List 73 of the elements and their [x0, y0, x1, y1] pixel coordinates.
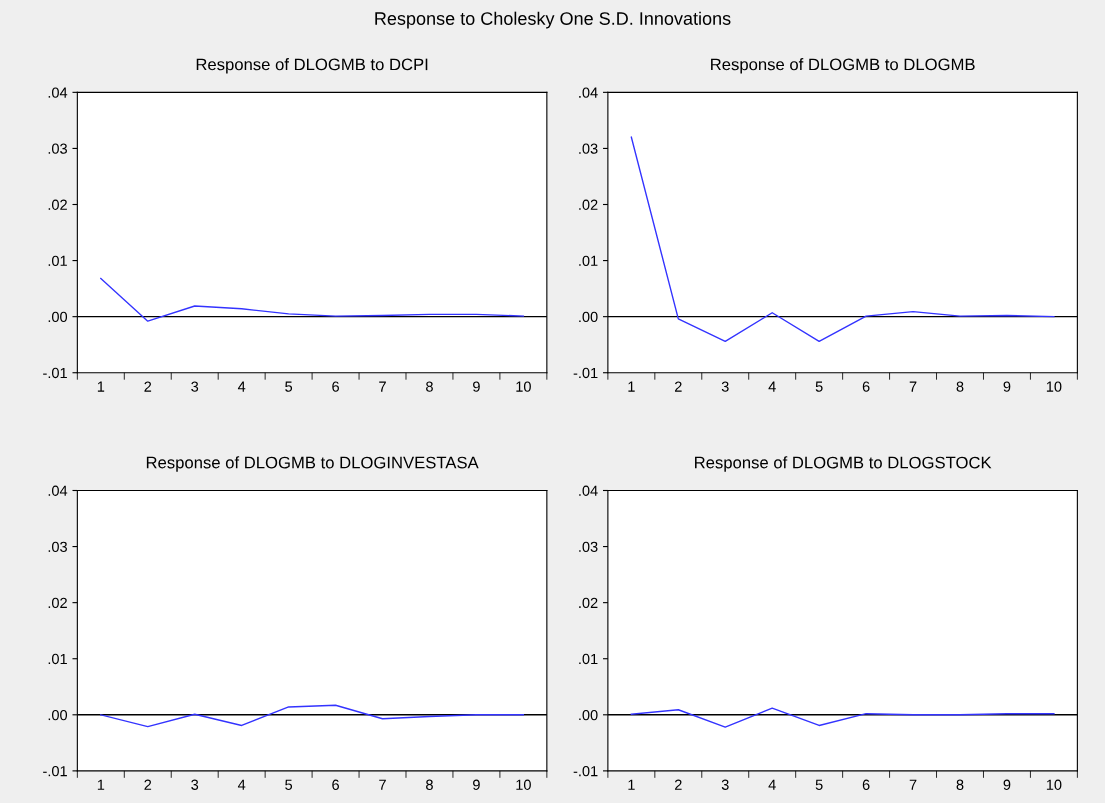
y-tick-label: .02 — [579, 199, 598, 210]
y-tick-label: -.01 — [573, 367, 598, 379]
x-tick-label: 7 — [909, 779, 917, 790]
x-tick-label: 9 — [473, 779, 480, 790]
x-tick-label: 4 — [768, 779, 776, 790]
x-tick-label: 9 — [473, 381, 480, 392]
chart-title: Response of DLOGMB to DLOGSTOCK — [695, 456, 992, 472]
y-tick-label: .03 — [48, 541, 67, 552]
x-tick-label: 6 — [332, 779, 339, 790]
x-tick-label: 5 — [285, 381, 293, 392]
line-series — [100, 704, 525, 728]
y-tick-label: .03 — [579, 143, 598, 154]
y-tick-label: .04 — [579, 87, 598, 98]
x-tick-label: 8 — [426, 779, 433, 790]
text: Response to Cholesky One S.D. Innovations — [375, 11, 731, 29]
y-tick-label: .01 — [579, 653, 598, 665]
x-tick-label: 10 — [1046, 779, 1062, 790]
x-tick-label: 10 — [1046, 381, 1062, 392]
x-tick-label: 2 — [144, 381, 152, 392]
y-tick-label: .01 — [48, 653, 67, 665]
x-tick-label: 5 — [285, 779, 293, 790]
x-tick-label: 9 — [1003, 779, 1011, 790]
y-tick-label: .04 — [48, 485, 68, 496]
x-tick-label: 4 — [768, 381, 776, 392]
x-tick-label: 8 — [426, 381, 433, 392]
chart-title: Response of DLOGMB to DCPI — [196, 58, 428, 74]
x-tick-label: 3 — [721, 779, 729, 790]
y-tick-label: .03 — [579, 541, 598, 552]
y-tick-label: .04 — [48, 87, 68, 98]
x-tick-label: 6 — [332, 381, 339, 392]
y-tick-label: .03 — [48, 143, 67, 154]
x-tick-label: 10 — [516, 779, 531, 790]
x-tick-label: 7 — [379, 779, 386, 790]
x-tick-label: 3 — [191, 381, 199, 392]
line-series — [630, 707, 1055, 728]
x-tick-label: 5 — [815, 381, 823, 392]
x-tick-label: 1 — [628, 381, 635, 392]
x-tick-label: 1 — [97, 381, 105, 392]
y-tick-label: -.01 — [573, 765, 598, 777]
x-tick-label: 10 — [516, 381, 531, 392]
y-tick-label: .00 — [48, 311, 68, 323]
x-tick-label: 4 — [237, 779, 246, 790]
y-tick-label: .04 — [579, 485, 598, 496]
x-tick-label: 6 — [862, 779, 870, 790]
x-tick-label: 2 — [144, 779, 152, 790]
y-tick-label: -.01 — [43, 367, 67, 379]
y-tick-label: .02 — [579, 597, 598, 609]
y-tick-label: .01 — [48, 255, 67, 266]
x-tick-label: 9 — [1003, 381, 1011, 392]
x-tick-label: 8 — [956, 779, 964, 790]
x-tick-label: 1 — [628, 779, 635, 790]
x-tick-label: 1 — [97, 779, 105, 790]
x-tick-label: 6 — [862, 381, 870, 392]
x-tick-label: 3 — [191, 779, 199, 790]
x-tick-label: 5 — [815, 779, 823, 790]
y-tick-label: .02 — [48, 199, 67, 210]
line-series — [100, 277, 525, 322]
x-tick-label: 2 — [674, 381, 682, 392]
chart-title: Response of DLOGMB to DLOGINVESTASA — [146, 456, 479, 472]
y-tick-label: .00 — [579, 311, 598, 323]
x-tick-label: 7 — [379, 381, 386, 392]
y-tick-label: .02 — [48, 597, 67, 609]
y-tick-label: .01 — [579, 255, 598, 266]
y-tick-label: .00 — [579, 709, 598, 721]
line-series — [630, 136, 1055, 343]
y-tick-label: .00 — [48, 709, 68, 721]
x-tick-label: 8 — [956, 381, 964, 392]
y-tick-label: -.01 — [43, 765, 67, 777]
x-tick-label: 3 — [721, 381, 729, 392]
x-tick-label: 2 — [674, 779, 682, 790]
chart-title: Response of DLOGMB to DLOGMB — [711, 58, 975, 74]
x-tick-label: 4 — [237, 381, 246, 392]
x-tick-label: 7 — [909, 381, 917, 392]
